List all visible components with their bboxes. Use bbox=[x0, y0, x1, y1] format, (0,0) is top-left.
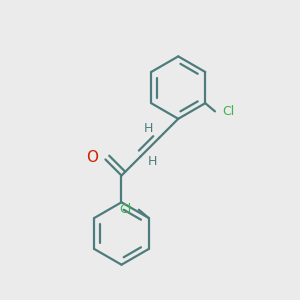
Text: H: H bbox=[148, 154, 157, 168]
Text: Cl: Cl bbox=[222, 105, 235, 118]
Text: Cl: Cl bbox=[119, 203, 131, 216]
Text: H: H bbox=[144, 122, 154, 135]
Text: O: O bbox=[86, 151, 98, 166]
